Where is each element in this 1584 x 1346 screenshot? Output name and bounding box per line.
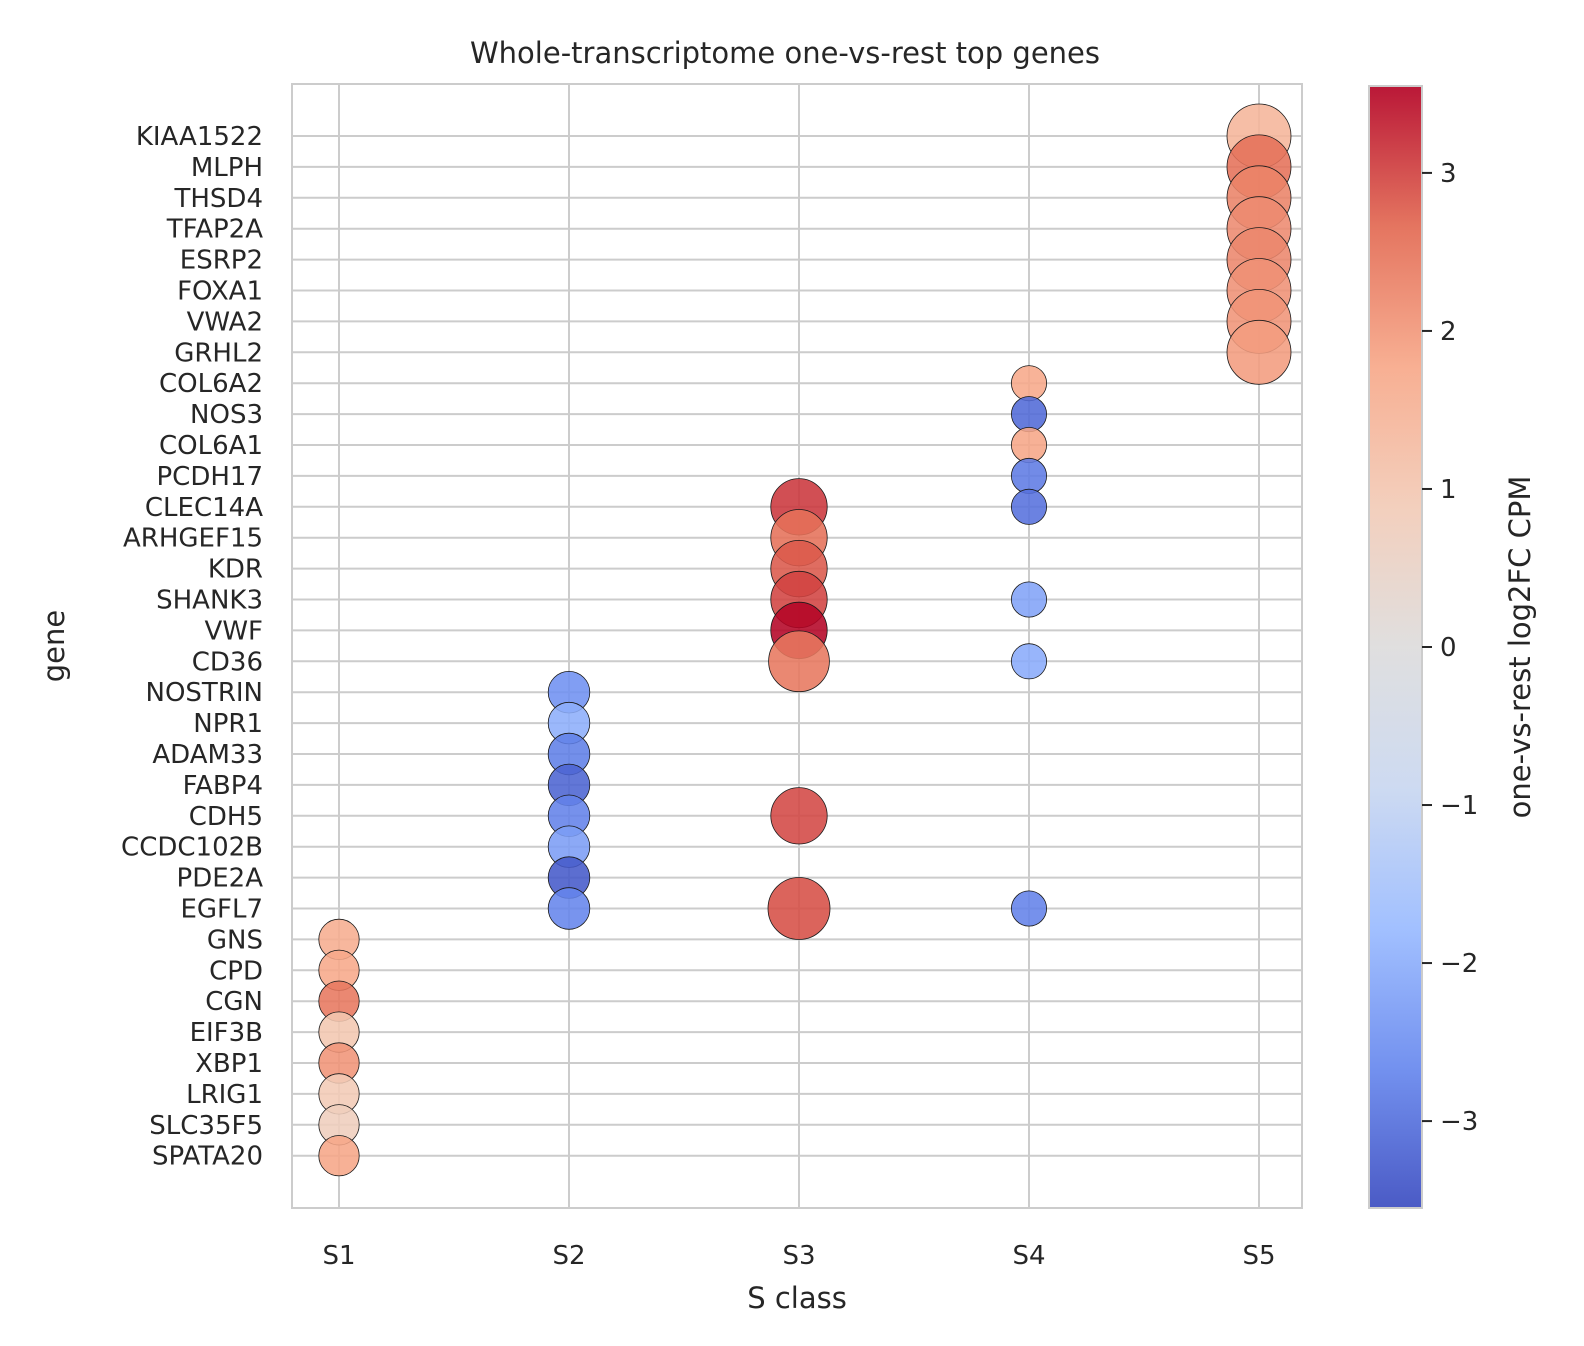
colorbar-tick-label: −2	[1440, 949, 1478, 979]
x-tick-label: S1	[322, 1241, 355, 1271]
y-tick-label: KDR	[208, 555, 263, 585]
y-tick-label: XBP1	[195, 1049, 263, 1079]
y-tick-label: NOSTRIN	[146, 678, 263, 708]
data-point	[547, 887, 591, 930]
x-tick-label: S3	[782, 1241, 815, 1271]
colorbar-tick-label: −3	[1440, 1107, 1478, 1137]
x-tick-label: S2	[552, 1241, 585, 1271]
y-tick-label: CLEC14A	[145, 493, 263, 523]
colorbar-tick-label: 3	[1440, 159, 1457, 189]
data-point	[767, 877, 831, 940]
y-tick-label: FOXA1	[177, 277, 263, 307]
data-points	[318, 103, 1292, 1177]
y-tick-label: CPD	[209, 956, 263, 986]
data-point	[1011, 581, 1048, 618]
y-tick-label: GRHL2	[174, 338, 263, 368]
x-axis-title: S class	[747, 1281, 847, 1315]
y-tick-label: NPR1	[193, 709, 263, 739]
data-point	[768, 630, 830, 693]
y-tick-label: ARHGEF15	[123, 524, 263, 554]
data-point	[1011, 426, 1048, 463]
data-point	[1011, 396, 1048, 433]
plot-frame	[291, 83, 1303, 1209]
y-tick-label: MLPH	[191, 153, 263, 183]
data-point	[1011, 890, 1048, 927]
y-tick-label: CDH5	[189, 802, 263, 832]
data-point	[770, 787, 828, 845]
y-tick-label: ESRP2	[180, 246, 263, 276]
data-point	[1011, 643, 1048, 680]
colorbar	[1368, 85, 1423, 1209]
y-tick-label: SHANK3	[156, 586, 263, 616]
y-tick-label: SLC35F5	[149, 1111, 263, 1141]
y-tick-label: PDE2A	[177, 864, 264, 894]
data-point	[1011, 457, 1048, 494]
y-tick-label: GNS	[207, 925, 263, 955]
y-tick-label: COL6A2	[159, 369, 263, 399]
y-tick-label: ADAM33	[152, 740, 263, 770]
y-tick-label: COL6A1	[159, 431, 263, 461]
y-tick-label: NOS3	[190, 400, 263, 430]
data-point	[318, 1135, 360, 1177]
y-tick-labels: KIAA1522MLPHTHSD4TFAP2AESRP2FOXA1VWA2GRH…	[121, 122, 263, 1172]
y-tick-label: VWF	[205, 616, 263, 646]
colorbar-tick-label: 2	[1440, 317, 1457, 347]
chart-title: Whole-transcriptome one-vs-rest top gene…	[470, 36, 1100, 70]
data-point	[1226, 319, 1292, 385]
y-tick-label: CCDC102B	[121, 833, 263, 863]
colorbar-tick-label: 0	[1440, 633, 1457, 663]
y-tick-label: SPATA20	[152, 1142, 263, 1172]
x-tick-label: S4	[1012, 1241, 1045, 1271]
y-tick-label: FABP4	[183, 771, 263, 801]
y-tick-label: CD36	[192, 647, 263, 677]
x-tick-labels: S1 S2 S3 S4 S5	[322, 1241, 1275, 1271]
data-point	[1011, 365, 1048, 402]
y-tick-label: LRIG1	[186, 1080, 263, 1110]
y-tick-label: TFAP2A	[166, 215, 263, 245]
y-tick-label: THSD4	[174, 184, 264, 214]
colorbar-ticks: 3 2 1 0 −1 −2 −3	[1422, 159, 1478, 1137]
y-tick-label: VWA2	[187, 307, 263, 337]
y-axis-title: gene	[37, 610, 71, 682]
x-tick-label: S5	[1242, 1241, 1275, 1271]
y-tick-label: CGN	[205, 987, 263, 1017]
y-tick-label: KIAA1522	[136, 122, 263, 152]
colorbar-label: one-vs-rest log2FC CPM	[1503, 476, 1537, 819]
y-tick-label: EIF3B	[190, 1018, 263, 1048]
data-point	[1011, 488, 1048, 525]
y-tick-label: PCDH17	[157, 462, 264, 492]
y-tick-label: EGFL7	[180, 895, 263, 925]
colorbar-tick-label: −1	[1440, 791, 1478, 821]
colorbar-tick-label: 1	[1440, 475, 1457, 505]
